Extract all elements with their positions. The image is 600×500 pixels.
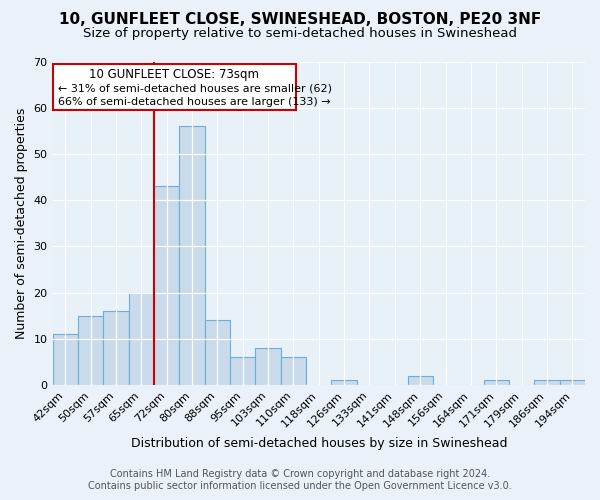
Bar (484, 380, 509, 385)
Bar (281, 357, 306, 385)
Bar (179, 126, 205, 385)
FancyBboxPatch shape (53, 64, 296, 110)
Bar (560, 380, 585, 385)
Bar (534, 380, 560, 385)
Y-axis label: Number of semi-detached properties: Number of semi-detached properties (15, 108, 28, 339)
Bar (78, 316, 103, 385)
X-axis label: Distribution of semi-detached houses by size in Swineshead: Distribution of semi-detached houses by … (131, 437, 507, 450)
Bar (205, 320, 230, 385)
Text: Contains HM Land Registry data © Crown copyright and database right 2024.
Contai: Contains HM Land Registry data © Crown c… (88, 470, 512, 491)
Text: Size of property relative to semi-detached houses in Swineshead: Size of property relative to semi-detach… (83, 28, 517, 40)
Bar (154, 186, 179, 385)
Bar (331, 380, 357, 385)
Bar (407, 376, 433, 385)
Text: ← 31% of semi-detached houses are smaller (62): ← 31% of semi-detached houses are smalle… (58, 83, 332, 93)
Text: 10 GUNFLEET CLOSE: 73sqm: 10 GUNFLEET CLOSE: 73sqm (89, 68, 259, 82)
Bar (128, 292, 154, 385)
Text: 10, GUNFLEET CLOSE, SWINESHEAD, BOSTON, PE20 3NF: 10, GUNFLEET CLOSE, SWINESHEAD, BOSTON, … (59, 12, 541, 28)
Bar (256, 348, 281, 385)
Bar (53, 334, 78, 385)
Bar (230, 357, 256, 385)
Bar (103, 311, 128, 385)
Text: 66% of semi-detached houses are larger (133) →: 66% of semi-detached houses are larger (… (58, 97, 330, 107)
